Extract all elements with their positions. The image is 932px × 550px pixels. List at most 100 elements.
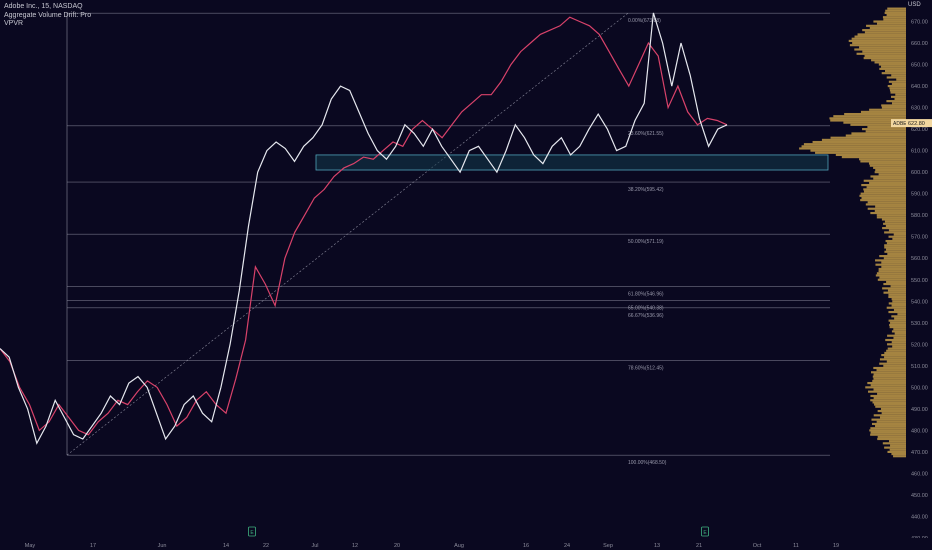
time-axis-background — [0, 538, 932, 550]
volume-profile-bar — [852, 41, 906, 45]
volume-profile-bar — [830, 136, 906, 139]
volume-profile-bar — [870, 371, 906, 374]
volume-profile-bar — [870, 394, 906, 398]
volume-profile-bar — [872, 379, 906, 382]
volume-profile-bar — [880, 407, 906, 410]
y-tick-label: 550.00 — [911, 278, 928, 284]
volume-profile-bar — [875, 425, 906, 428]
volume-profile-bar — [891, 315, 906, 318]
x-tick-label: 17 — [90, 543, 96, 549]
volume-profile-bar — [884, 250, 906, 253]
volume-profile-bar — [867, 207, 906, 210]
volume-profile-bar — [877, 437, 906, 441]
volume-profile-bar — [893, 455, 906, 458]
volume-profile-bar — [877, 409, 906, 413]
volume-profile-bar — [870, 427, 906, 430]
y-tick-label: 570.00 — [911, 235, 928, 241]
volume-profile-bar — [883, 282, 906, 286]
x-tick-label: Aug — [454, 543, 464, 549]
volume-profile-bar — [887, 343, 906, 346]
volume-profile-bar — [874, 61, 906, 64]
x-tick-label: 13 — [654, 543, 660, 549]
volume-profile-bar — [886, 13, 906, 17]
volume-profile-bar — [877, 392, 906, 395]
volume-profile-bar — [879, 67, 906, 70]
fib-level-label: 38.20%(595.42) — [628, 187, 664, 193]
volume-profile-bar — [893, 233, 906, 236]
volume-profile-bar — [888, 293, 906, 296]
indicator-aggregate-volume-drift[interactable]: Aggregate Volume Drift: Pro — [4, 11, 92, 19]
volume-profile-bar — [835, 153, 906, 157]
volume-profile-bar — [875, 274, 906, 277]
price-line — [0, 12, 728, 445]
volume-profile-bar — [886, 76, 906, 79]
volume-profile-bar — [882, 16, 906, 19]
fib-level-label: 50.00%(571.19) — [628, 239, 664, 245]
volume-profile-bar — [876, 216, 906, 219]
volume-profile-bar — [887, 85, 906, 88]
volume-profile-bar — [871, 59, 906, 62]
volume-profile-bar — [865, 130, 906, 133]
volume-profile-bar — [893, 308, 906, 311]
volume-profile-bar — [891, 452, 906, 456]
volume-profile-bar — [884, 244, 906, 247]
volume-profile-bar — [870, 175, 906, 178]
volume-profile-bar — [886, 100, 906, 103]
volume-profile-bar — [886, 280, 906, 283]
earnings-icon: E — [248, 526, 256, 537]
volume-profile-bar — [875, 168, 906, 172]
volume-profile-bar — [849, 44, 906, 47]
volume-profile-bar — [893, 328, 906, 331]
volume-profile — [799, 7, 906, 458]
indicator-vpvr[interactable]: VPVR — [4, 20, 24, 27]
volume-profile-bar — [874, 403, 906, 406]
volume-profile-bar — [891, 74, 906, 77]
x-tick-label: Jun — [158, 543, 167, 549]
volume-profile-bar — [890, 321, 906, 324]
volume-profile-bar — [869, 108, 906, 111]
volume-profile-bar — [872, 375, 906, 378]
volume-profile-bar — [864, 31, 906, 34]
current-price-label: 622.80 — [908, 121, 925, 127]
volume-profile-bar — [894, 317, 906, 320]
volume-profile-bar — [867, 381, 906, 385]
volume-profile-bar — [856, 52, 906, 55]
volume-profile-bar — [869, 26, 906, 30]
volume-profile-bar — [876, 369, 906, 372]
volume-profile-bar — [887, 347, 906, 350]
volume-profile-bar — [867, 125, 906, 129]
volume-profile-bar — [881, 104, 906, 107]
volume-profile-bar — [884, 356, 906, 359]
volume-profile-bar — [874, 171, 906, 174]
volume-profile-bar — [844, 112, 906, 116]
y-tick-label: 580.00 — [911, 213, 928, 219]
volume-profile-bar — [884, 11, 906, 14]
volume-profile-bar — [870, 211, 906, 215]
volume-profile-bar — [876, 420, 906, 423]
volume-profile-bar — [854, 48, 906, 51]
volume-profile-bar — [861, 183, 906, 187]
volume-profile-bar — [896, 78, 906, 81]
earnings-icon-frame — [248, 526, 256, 537]
volume-profile-bar — [894, 332, 906, 335]
x-tick-label: 19 — [833, 543, 839, 549]
earnings-icon-glyph: E — [250, 530, 254, 536]
y-tick-label: 660.00 — [911, 41, 928, 47]
volume-profile-bar — [878, 173, 906, 176]
current-price-badge — [906, 119, 932, 128]
volume-profile-bar — [890, 285, 906, 288]
volume-profile-bar — [859, 194, 906, 197]
volume-profile-bar — [879, 358, 906, 361]
y-tick-label: 440.00 — [911, 514, 928, 520]
currency-label[interactable]: USD — [908, 2, 921, 8]
y-tick-label: 630.00 — [911, 106, 928, 112]
x-tick-label: 20 — [394, 543, 400, 549]
volume-profile-bar — [885, 224, 906, 228]
volume-profile-bar — [870, 384, 906, 387]
volume-profile-bar — [860, 199, 906, 202]
volume-profile-bar — [871, 422, 906, 426]
volume-profile-bar — [895, 93, 906, 96]
x-tick-label: 16 — [523, 543, 529, 549]
y-tick-label: 450.00 — [911, 493, 928, 499]
